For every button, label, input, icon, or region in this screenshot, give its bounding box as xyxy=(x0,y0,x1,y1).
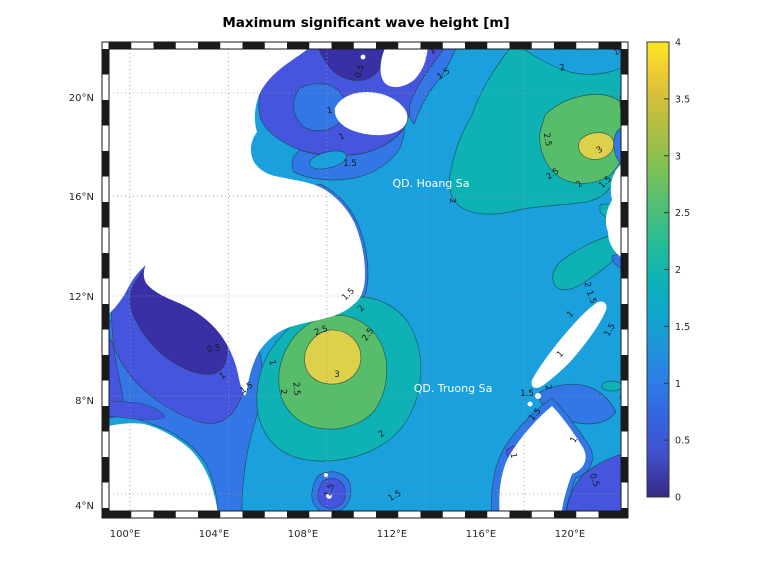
svg-text:2.5: 2.5 xyxy=(541,132,553,147)
svg-text:2: 2 xyxy=(356,303,367,314)
svg-text:2: 2 xyxy=(574,179,585,190)
island-dot-4 xyxy=(360,54,366,60)
svg-text:4°N: 4°N xyxy=(75,501,94,512)
map-annotations: QD. Hoang Sa QD. Truong Sa xyxy=(392,177,492,395)
svg-text:0.5: 0.5 xyxy=(675,436,690,447)
natuna-band-05-1 xyxy=(317,478,346,509)
tonkin-east-ring-1-15 xyxy=(408,49,456,125)
svg-text:3: 3 xyxy=(334,370,339,380)
svg-text:3.5: 3.5 xyxy=(675,94,690,105)
svg-text:0: 0 xyxy=(675,493,681,504)
svg-text:2.5: 2.5 xyxy=(290,382,301,396)
frame-right xyxy=(620,41,629,519)
svg-text:100°E: 100°E xyxy=(110,529,140,540)
island-natuna xyxy=(326,493,332,499)
land-leizhou xyxy=(380,49,428,87)
svg-text:16°N: 16°N xyxy=(69,192,94,203)
svg-text:2.5: 2.5 xyxy=(675,208,690,219)
frame-top xyxy=(101,41,629,50)
frame-bottom xyxy=(101,510,629,519)
svg-text:1: 1 xyxy=(338,132,347,143)
teal-patch-right-2 xyxy=(601,380,621,392)
svg-text:12°N: 12°N xyxy=(69,292,94,303)
svg-text:0.5: 0.5 xyxy=(587,472,601,488)
land-palawan xyxy=(531,301,607,388)
land-hainan xyxy=(334,92,408,136)
svg-text:104°E: 104°E xyxy=(199,529,229,540)
ne-storm-band-25-3 xyxy=(539,94,621,184)
land-borneo xyxy=(499,406,586,511)
svg-text:0.5: 0.5 xyxy=(353,63,367,79)
land-luzon-mindoro xyxy=(605,164,621,258)
luzon-fringe-1-15 xyxy=(613,127,621,165)
svg-text:20°N: 20°N xyxy=(69,93,94,104)
svg-text:2: 2 xyxy=(559,63,567,74)
svg-text:1: 1 xyxy=(508,452,519,459)
svg-text:120°E: 120°E xyxy=(555,529,585,540)
malacca-sliver-05-1 xyxy=(109,400,166,421)
svg-text:1.5: 1.5 xyxy=(584,289,598,305)
svg-text:1.5: 1.5 xyxy=(323,482,337,498)
borneo-se-band-05-1 xyxy=(566,454,621,511)
svg-text:1: 1 xyxy=(267,359,278,366)
svg-text:1: 1 xyxy=(565,309,576,320)
chart-title: Maximum significant wave height [m] xyxy=(222,15,509,31)
tonkin-mouth-tongue-15-2 xyxy=(309,150,347,170)
graticule xyxy=(109,49,621,511)
svg-text:0.5: 0.5 xyxy=(206,343,221,355)
svg-text:1.5: 1.5 xyxy=(675,322,690,333)
land-malay-peninsula xyxy=(109,423,218,511)
svg-text:2: 2 xyxy=(675,265,681,276)
tonkin-west-pocket-1-15 xyxy=(293,83,346,132)
s-storm-core-3-35 xyxy=(304,329,362,385)
y-axis-ticks: 20°N 16°N 12°N 8°N 4°N xyxy=(69,93,94,512)
land-mainland-indochina xyxy=(109,49,365,396)
svg-text:1: 1 xyxy=(326,106,333,117)
annotation-1: QD. Truong Sa xyxy=(414,382,493,395)
svg-text:1: 1 xyxy=(555,349,566,360)
svg-text:2: 2 xyxy=(377,429,387,440)
svg-text:0.5: 0.5 xyxy=(617,494,628,508)
svg-text:1: 1 xyxy=(218,371,228,382)
svg-text:1.5: 1.5 xyxy=(520,389,534,399)
svg-text:8°N: 8°N xyxy=(75,396,94,407)
svg-text:1: 1 xyxy=(675,379,681,390)
svg-text:3: 3 xyxy=(595,145,605,156)
svg-text:1: 1 xyxy=(428,46,438,57)
svg-text:116°E: 116°E xyxy=(466,529,496,540)
svg-text:2: 2 xyxy=(582,281,593,288)
colorbar: 0 0.5 1 1.5 2 2.5 3 3.5 4 xyxy=(646,38,690,504)
annotation-0: QD. Hoang Sa xyxy=(392,177,469,190)
svg-text:2.5: 2.5 xyxy=(313,324,329,338)
svg-text:2: 2 xyxy=(447,198,457,204)
frame-left xyxy=(101,41,110,519)
palawan-teal-streak xyxy=(552,233,621,290)
svg-text:2: 2 xyxy=(278,389,288,395)
svg-text:112°E: 112°E xyxy=(377,529,407,540)
x-axis-ticks: 100°E 104°E 108°E 112°E 116°E 120°E xyxy=(110,529,585,540)
svg-text:3: 3 xyxy=(675,151,681,162)
colorbar-ticks: 0 0.5 1 1.5 2 2.5 3 3.5 4 xyxy=(664,38,690,504)
svg-text:108°E: 108°E xyxy=(288,529,318,540)
corner-taiwan-sliver xyxy=(616,49,621,54)
ne-storm-core-3-35 xyxy=(578,132,615,160)
svg-text:1.5: 1.5 xyxy=(343,159,357,169)
svg-text:1: 1 xyxy=(569,435,580,445)
map-frame xyxy=(101,41,629,519)
svg-text:2: 2 xyxy=(542,384,553,392)
svg-text:4: 4 xyxy=(675,38,681,49)
island-dot-2 xyxy=(527,401,533,407)
svg-text:1.5: 1.5 xyxy=(612,44,628,58)
